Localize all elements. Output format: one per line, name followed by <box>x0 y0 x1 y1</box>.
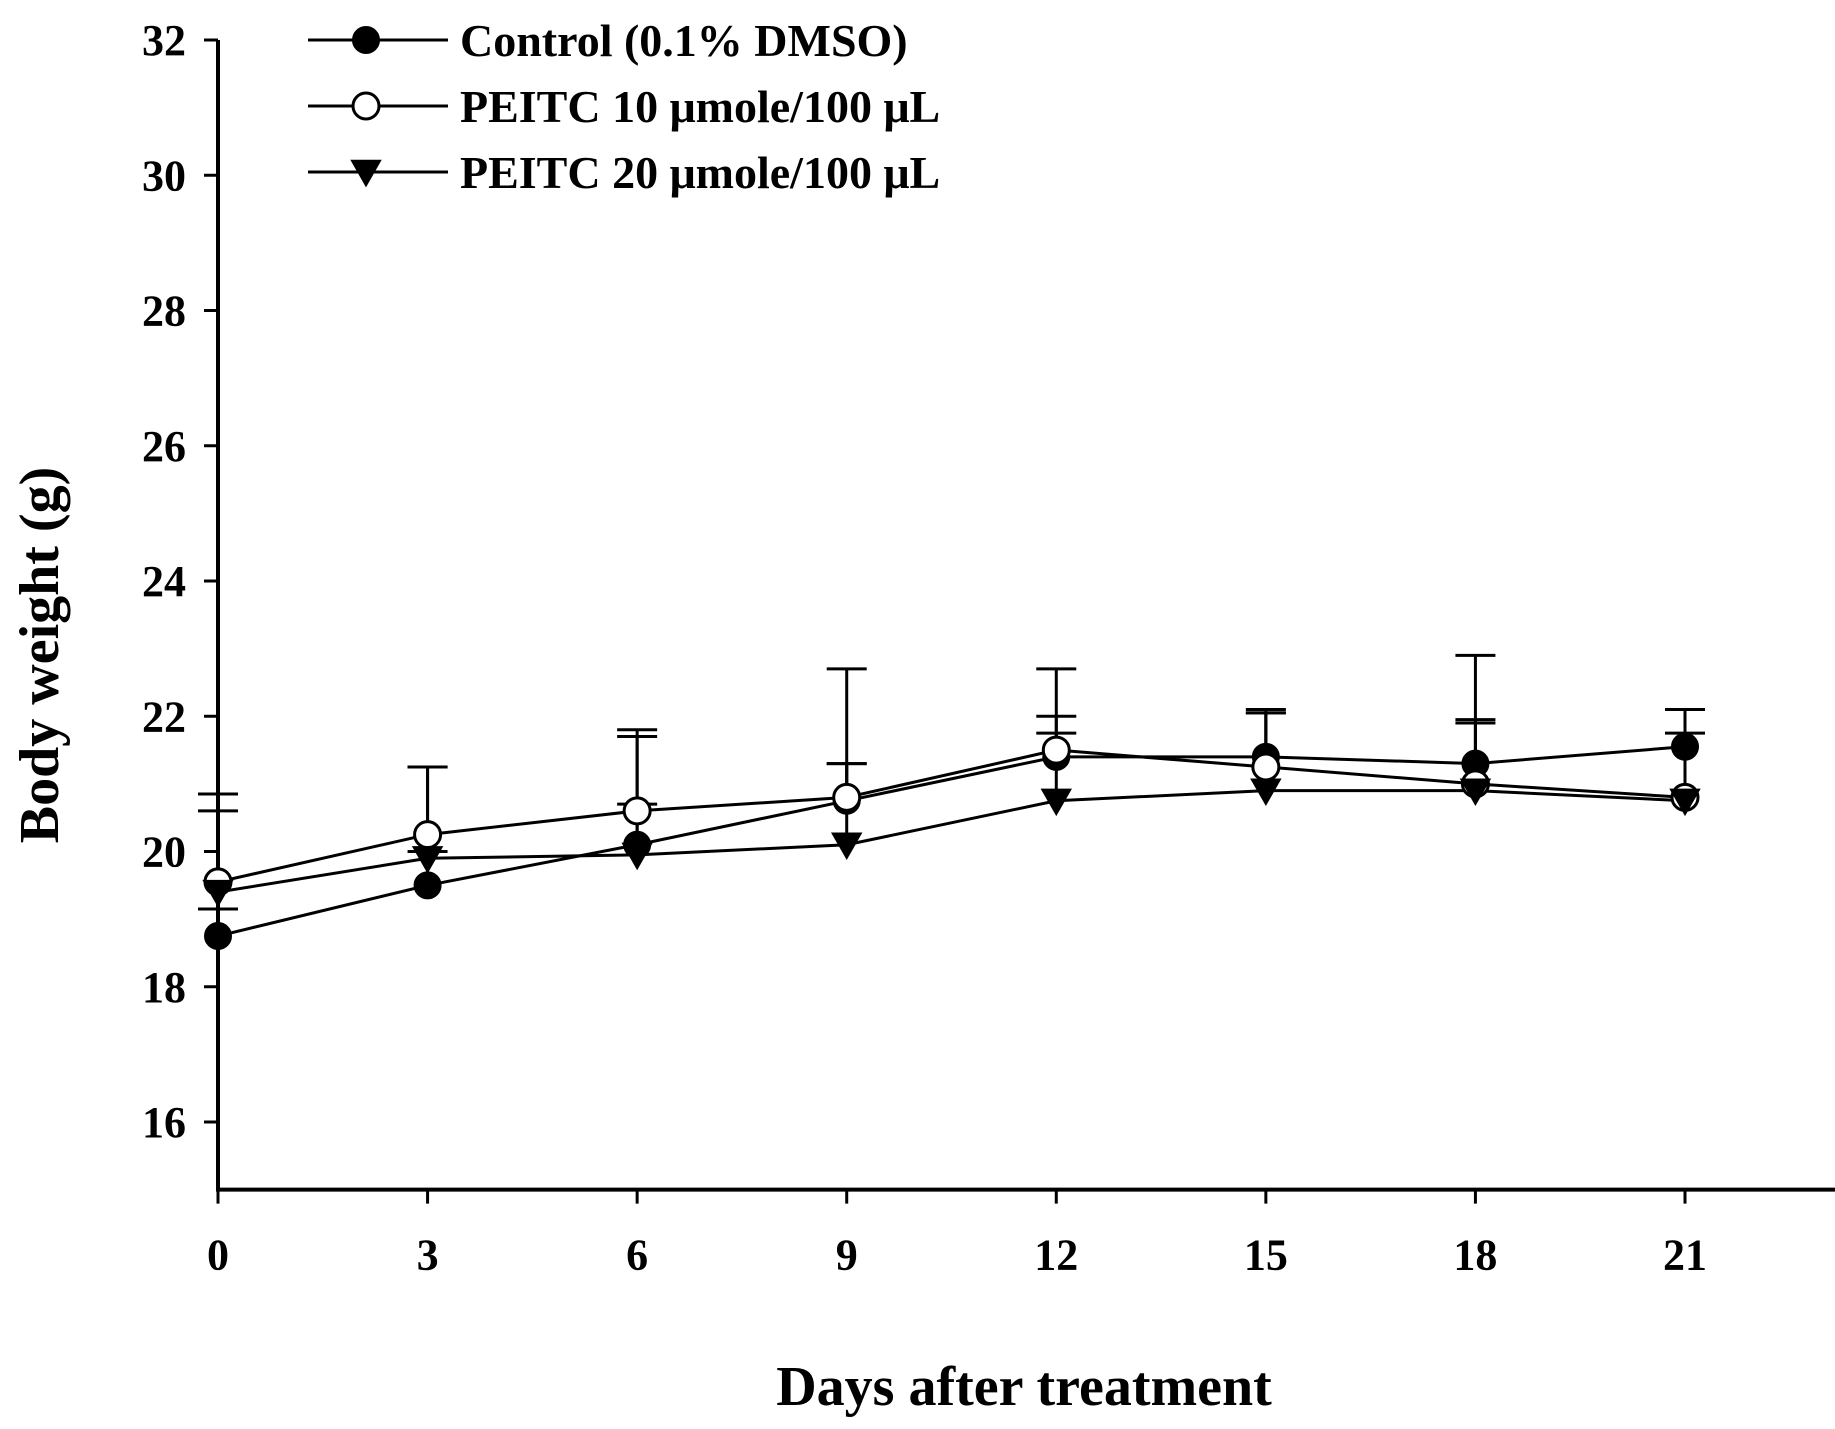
y-tick-label: 16 <box>142 1098 186 1147</box>
x-tick-label: 3 <box>417 1231 439 1280</box>
x-axis-title: Days after treatment <box>776 1356 1272 1418</box>
data-point <box>832 782 862 812</box>
data-point <box>1669 788 1701 817</box>
y-tick-label: 22 <box>142 692 186 741</box>
legend-marker <box>350 159 382 188</box>
data-point <box>413 820 443 850</box>
series-line-1 <box>217 745 1686 938</box>
series-line-2 <box>217 748 1686 884</box>
y-tick-label: 30 <box>142 151 186 200</box>
data-point <box>1671 732 1699 761</box>
x-tick-label: 9 <box>836 1231 858 1280</box>
data-point <box>830 832 863 861</box>
y-tick-label: 20 <box>142 828 186 877</box>
legend-label: PEITC 20 μmole/100 μL <box>460 147 940 198</box>
series-points-3 <box>202 778 1701 908</box>
x-tick-label: 12 <box>1034 1231 1078 1280</box>
legend: Control (0.1% DMSO) PEITC 10 μmole/100 μL… <box>308 15 940 198</box>
legend-item-1: Control (0.1% DMSO) <box>308 15 908 66</box>
y-tick-label: 24 <box>142 557 186 606</box>
y-axis-title: Body weight (g) <box>9 467 71 843</box>
x-tick-label: 18 <box>1453 1231 1497 1280</box>
data-point <box>621 842 653 871</box>
y-tick-label: 32 <box>142 16 186 65</box>
data-point <box>1250 778 1282 806</box>
data-point <box>411 846 444 874</box>
y-tick-label: 18 <box>142 963 186 1012</box>
series-line-3 <box>217 789 1686 894</box>
data-point <box>1040 788 1073 817</box>
x-tick-label: 15 <box>1244 1231 1288 1280</box>
axes: 16 18 20 22 24 26 28 30 32 0 3 6 9 12 15 18 21 <box>142 16 1835 1280</box>
legend-marker <box>351 91 381 121</box>
x-tick-label: 21 <box>1663 1231 1707 1280</box>
data-point <box>1251 752 1281 782</box>
legend-item-2: PEITC 10 μmole/100 μL <box>308 81 940 132</box>
data-point <box>622 796 652 826</box>
data-point <box>202 879 234 908</box>
data-point <box>204 922 232 951</box>
legend-label: PEITC 10 μmole/100 μL <box>460 81 940 132</box>
legend-marker <box>352 26 380 54</box>
y-tick-label: 26 <box>142 422 186 471</box>
data-point <box>413 871 442 900</box>
y-tick-label: 28 <box>142 287 186 336</box>
x-tick-label: 0 <box>207 1231 229 1280</box>
data-point <box>1041 735 1071 765</box>
data-point <box>1459 778 1492 806</box>
legend-label: Control (0.1% DMSO) <box>460 15 908 66</box>
legend-item-3: PEITC 20 μmole/100 μL <box>308 147 940 198</box>
x-tick-label: 6 <box>626 1231 648 1280</box>
series-layer <box>198 653 1705 951</box>
